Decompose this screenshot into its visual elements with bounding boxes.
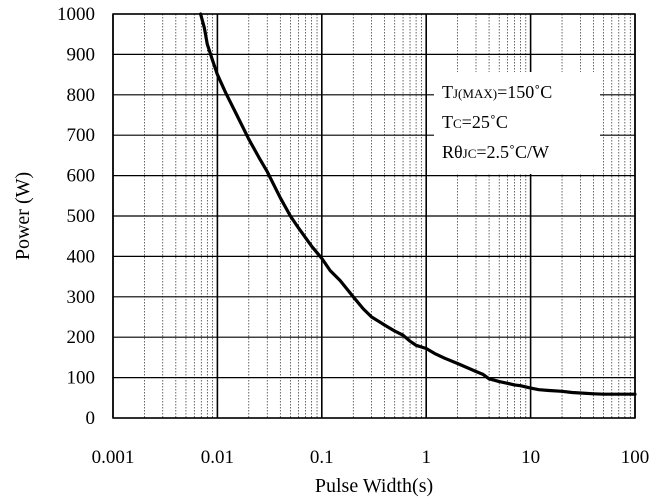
power-curve	[199, 12, 637, 396]
x-tick-label: 0.001	[92, 447, 135, 468]
y-tick-label: 1000	[57, 4, 95, 25]
y-tick-label: 900	[67, 44, 96, 65]
y-tick-label: 500	[67, 206, 96, 227]
x-tick-labels: 0.001 0.01 0.1 1 10 100	[92, 447, 650, 468]
x-tick-label: 0.1	[310, 447, 334, 468]
y-tick-label: 600	[67, 166, 96, 187]
annotation-tc: TC=25˚C	[442, 112, 508, 132]
annotation-tj-max: TJ(MAX)=150˚C	[442, 82, 552, 102]
y-tick-label: 200	[67, 327, 96, 348]
y-axis-label: Power (W)	[12, 172, 34, 260]
y-tick-label: 800	[67, 85, 96, 106]
y-tick-label: 300	[67, 287, 96, 308]
x-axis-label: Pulse Width(s)	[315, 475, 433, 497]
x-tick-label: 100	[621, 447, 650, 468]
y-tick-label: 0	[86, 408, 96, 429]
y-tick-label: 700	[67, 125, 96, 146]
x-tick-label: 0.01	[201, 447, 234, 468]
y-tick-label: 100	[67, 368, 96, 389]
series-layer	[199, 12, 637, 396]
y-tick-labels: 0 100 200 300 400 500 600 700 800 900 1000	[57, 4, 95, 429]
plot-frame	[112, 13, 636, 419]
x-tick-label: 10	[521, 447, 540, 468]
y-tick-label: 400	[67, 246, 96, 267]
x-tick-label: 1	[421, 447, 431, 468]
annotation-rthjc: RθJC=2.5˚C/W	[442, 142, 549, 162]
annotation-box	[434, 72, 600, 174]
